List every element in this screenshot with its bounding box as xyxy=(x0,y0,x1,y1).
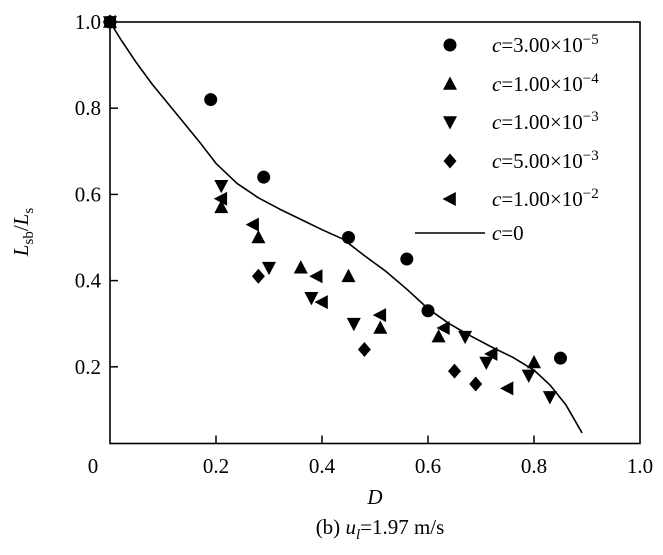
data-point-triangle-left xyxy=(484,346,498,361)
legend-label-c: c xyxy=(492,110,502,134)
legend-label: c=1.00×10−4 xyxy=(492,71,599,96)
x-tick-label: 1.0 xyxy=(627,454,653,478)
legend-marker-diamond xyxy=(443,153,457,169)
caption-subscript: l xyxy=(356,527,360,543)
data-point-triangle-down xyxy=(214,179,229,194)
data-point-diamond xyxy=(357,342,371,358)
y-tick-label: 0.2 xyxy=(75,355,101,379)
legend-label-exponent: −3 xyxy=(583,109,599,125)
data-point-triangle-up xyxy=(373,320,388,334)
figure-caption: (b) ul=1.97 m/s xyxy=(316,515,445,543)
legend-marker-triangle-up xyxy=(443,76,457,90)
legend-marker-triangle-left xyxy=(442,192,456,206)
data-point-triangle-up xyxy=(214,199,229,214)
legend-label-value: =5.00×10 xyxy=(501,149,582,173)
data-point-triangle-left xyxy=(102,15,116,29)
legend-marker-triangle-down xyxy=(443,116,457,130)
data-point-triangle-up xyxy=(527,354,541,369)
plot-frame xyxy=(109,21,641,445)
data-point-triangle-up xyxy=(431,329,446,343)
legend-label-exponent: −3 xyxy=(583,148,599,164)
x-tick-label: 0.2 xyxy=(203,454,229,478)
legend-label-value: =3.00×10 xyxy=(501,33,582,57)
legend-label-c: c xyxy=(492,72,502,96)
data-point-triangle-down xyxy=(458,330,473,345)
legend-entry: c=1.00×10−4 xyxy=(443,71,599,96)
legend-entry: c=1.00×10−2 xyxy=(442,186,599,211)
data-point-triangle-left xyxy=(314,295,328,310)
data-point-diamond xyxy=(448,363,461,379)
data-point-triangle-down xyxy=(262,261,276,276)
data-point-triangle-down xyxy=(542,391,557,405)
data-point-triangle-left xyxy=(436,321,450,336)
legend-entry: c=0 xyxy=(415,221,524,245)
legend-label-exponent: −5 xyxy=(583,32,599,48)
caption-prefix: (b) xyxy=(316,515,346,539)
y-tick-label: 0.6 xyxy=(75,182,101,206)
legend-label-c: c xyxy=(492,149,502,173)
data-point-triangle-left xyxy=(500,381,514,396)
x-axis-label: D xyxy=(366,485,382,509)
caption-variable: u xyxy=(345,515,356,539)
data-point-circle xyxy=(554,351,567,365)
data-point-triangle-up xyxy=(293,260,308,274)
axis-ticks: 0 0.2 0.4 0.6 0.8 1.0 0.2 0.4 0.6 0.8 1.0 xyxy=(75,10,653,478)
x-tick-label: 0.4 xyxy=(309,454,336,478)
legend-marker-circle xyxy=(443,38,457,52)
x-tick-label: 0.8 xyxy=(521,454,547,478)
data-points-layer xyxy=(102,14,567,405)
data-point-triangle-down xyxy=(479,356,494,370)
y-label-L1: L xyxy=(9,245,33,258)
y-label-L2: L xyxy=(9,214,33,227)
legend-label-value: =1.00×10 xyxy=(501,110,582,134)
legend-label: c=3.00×10−5 xyxy=(492,32,599,57)
data-point-diamond xyxy=(251,268,265,284)
data-point-triangle-up xyxy=(251,230,266,244)
data-point-diamond xyxy=(469,376,483,392)
y-tick-label: 1.0 xyxy=(75,10,101,34)
legend-label-c: c xyxy=(492,187,502,211)
legend-label: c=5.00×10−3 xyxy=(492,148,599,173)
y-tick-label: 0.4 xyxy=(75,269,102,293)
data-point-triangle-up xyxy=(341,268,356,283)
data-point-triangle-left xyxy=(309,269,323,284)
data-point-triangle-left xyxy=(213,191,228,206)
data-point-circle xyxy=(204,93,218,107)
legend-entry: c=1.00×10−3 xyxy=(443,109,599,134)
x-tick-label: 0 xyxy=(88,454,99,478)
y-label-sub2: s xyxy=(21,208,37,214)
legend-label-c: c xyxy=(492,33,502,57)
legend-entry: c=5.00×10−3 xyxy=(443,148,599,173)
y-axis-label: Lsb/Ls xyxy=(9,208,37,258)
y-tick-label: 0.8 xyxy=(75,96,101,120)
legend-label: c=1.00×10−2 xyxy=(492,186,599,211)
reference-curve-layer xyxy=(109,21,583,434)
legend-label-value: =1.00×10 xyxy=(501,187,582,211)
legend: c=3.00×10−5c=1.00×10−4c=1.00×10−3c=5.00×… xyxy=(415,32,599,245)
legend-label-exponent: −4 xyxy=(583,71,599,87)
data-point-triangle-down xyxy=(346,317,361,332)
y-label-slash: / xyxy=(9,225,33,231)
data-point-circle xyxy=(257,170,271,184)
data-point-triangle-left xyxy=(372,308,387,323)
data-point-circle xyxy=(421,304,435,318)
legend-label-c: c xyxy=(492,221,502,245)
data-point-triangle-left xyxy=(245,217,259,232)
reference-curve-c0 xyxy=(109,21,583,434)
data-point-circle xyxy=(342,231,355,244)
caption-value: =1.97 m/s xyxy=(360,515,444,539)
data-point-triangle-down xyxy=(304,292,319,306)
data-point-circle xyxy=(400,252,414,266)
legend-label-value: =1.00×10 xyxy=(501,72,582,96)
data-point-triangle-down xyxy=(521,369,536,383)
x-tick-label: 0.6 xyxy=(415,454,441,478)
legend-label-value: =0 xyxy=(501,221,523,245)
legend-label-exponent: −2 xyxy=(583,186,599,202)
legend-label: c=0 xyxy=(492,221,524,245)
legend-label: c=1.00×10−3 xyxy=(492,109,599,134)
legend-entry: c=3.00×10−5 xyxy=(443,32,599,57)
y-label-sub1: sb xyxy=(21,231,37,244)
